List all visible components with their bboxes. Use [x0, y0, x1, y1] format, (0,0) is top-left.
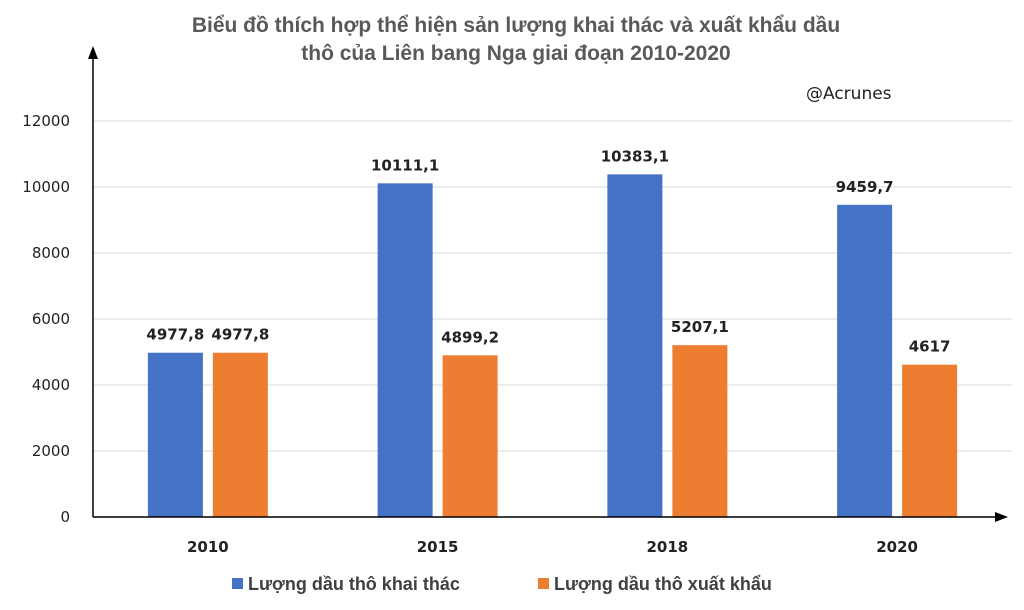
data-label-khai-thac-2010: 4977,8: [146, 326, 204, 344]
x-tick-label: 2018: [647, 538, 689, 556]
bar-xuat-khau-2020: [902, 364, 958, 517]
legend-swatch-khai-thac: [232, 578, 243, 589]
bar-xuat-khau-2010: [212, 352, 268, 517]
chart-title-line-1: Biểu đồ thích hợp thể hiện sản lượng kha…: [192, 14, 840, 37]
x-tick-label: 2015: [417, 538, 459, 556]
y-tick-label: 12000: [22, 112, 70, 130]
x-axis-arrow: [995, 512, 1008, 522]
data-labels: 4977,8 4977,8 10111,1 4899,2 10383,1 5207,1 94…: [146, 147, 950, 355]
y-tick-label: 2000: [32, 442, 70, 460]
bar-xuat-khau-2018: [672, 345, 728, 517]
y-tick-label: 6000: [32, 310, 70, 328]
bar-khai-thac-2018: [607, 174, 663, 517]
bar-khai-thac-2015: [377, 183, 433, 518]
bar-khai-thac-2010: [147, 352, 203, 517]
y-axis-arrow: [88, 46, 98, 59]
data-label-xuat-khau-2020: 4617: [909, 338, 951, 356]
data-label-xuat-khau-2018: 5207,1: [671, 318, 729, 336]
legend-swatch-xuat-khau: [538, 578, 549, 589]
data-label-khai-thac-2018: 10383,1: [601, 147, 669, 165]
x-tick-label: 2010: [187, 538, 229, 556]
y-tick-label: 10000: [22, 178, 70, 196]
bar-khai-thac-2020: [837, 204, 893, 517]
watermark: @Acrunes: [806, 84, 892, 104]
y-tick-label: 0: [60, 508, 70, 526]
y-tick-label: 4000: [32, 376, 70, 394]
chart-title-line-2: thô của Liên bang Nga giai đoạn 2010-202…: [301, 42, 730, 65]
data-label-xuat-khau-2010: 4977,8: [211, 326, 269, 344]
legend: Lượng dầu thô khai thác Lượng dầu thô xu…: [232, 574, 772, 594]
data-label-xuat-khau-2015: 4899,2: [441, 328, 499, 346]
legend-label-khai-thac: Lượng dầu thô khai thác: [248, 574, 460, 594]
legend-label-xuat-khau: Lượng dầu thô xuất khẩu: [554, 574, 772, 594]
x-tick-label: 2020: [876, 538, 918, 556]
data-label-khai-thac-2020: 9459,7: [836, 178, 894, 196]
y-axis-ticks: 0 2000 4000 6000 8000 10000 12000: [22, 112, 70, 526]
bar-xuat-khau-2015: [442, 355, 498, 517]
data-label-khai-thac-2015: 10111,1: [371, 156, 439, 174]
bars: [147, 174, 958, 518]
y-tick-label: 8000: [32, 244, 70, 262]
x-axis-ticks: 2010 2015 2018 2020: [187, 538, 918, 556]
